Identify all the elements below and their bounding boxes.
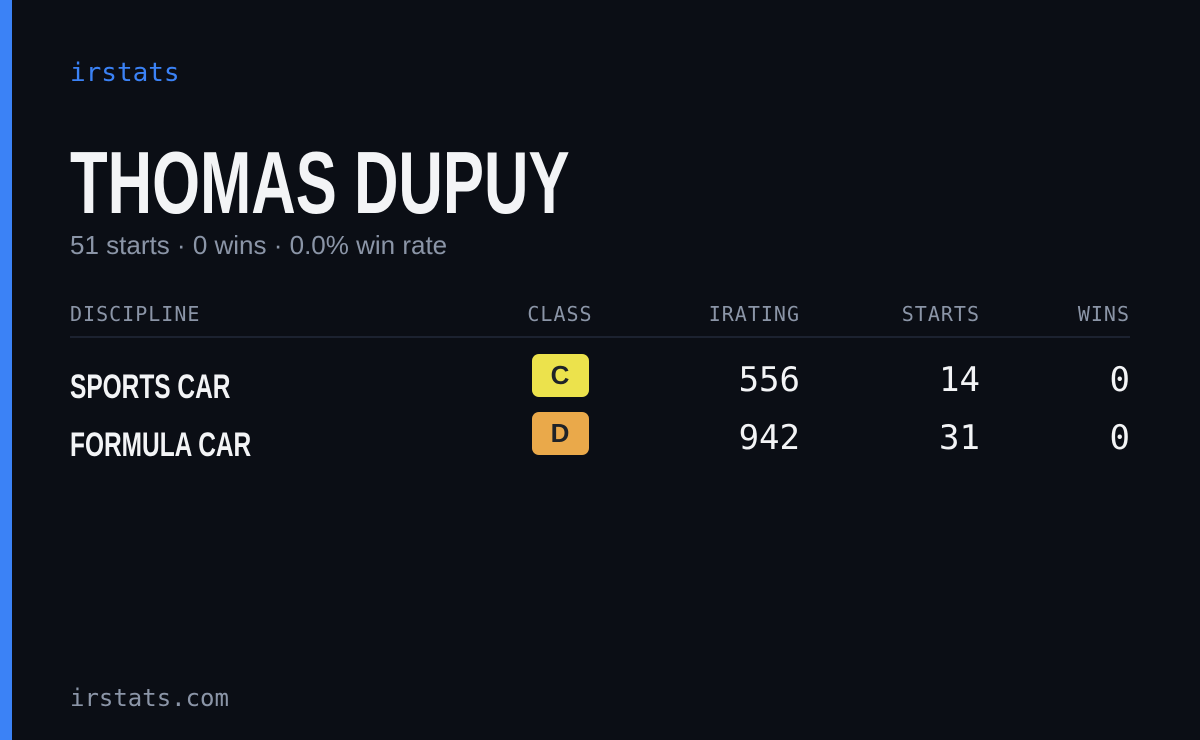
discipline: FORMULA CAR <box>70 426 251 464</box>
brand: irstats <box>70 58 180 88</box>
wins: 0 <box>1110 418 1130 458</box>
irating: 556 <box>739 360 800 400</box>
column-header: DISCIPLINE <box>70 302 200 326</box>
class-badge <box>532 412 589 455</box>
column-header: STARTS <box>902 302 980 326</box>
wins: 0 <box>1110 360 1130 400</box>
column-header: IRATING <box>709 302 800 326</box>
discipline: SPORTS CAR <box>70 368 230 406</box>
footer: irstats.com <box>70 684 229 712</box>
accent-stripe <box>0 0 12 740</box>
starts: 31 <box>939 418 980 458</box>
column-header: WINS <box>1078 302 1130 326</box>
driver-summary: 51 starts · 0 wins · 0.0% win rate <box>70 230 447 260</box>
column-header: CLASS <box>527 302 592 326</box>
class-label: D <box>551 418 570 448</box>
irating: 942 <box>739 418 800 458</box>
class-badge <box>532 354 589 397</box>
starts: 14 <box>939 360 980 400</box>
class-label: C <box>551 360 570 390</box>
driver-name: THOMAS DUPUY <box>70 134 570 232</box>
